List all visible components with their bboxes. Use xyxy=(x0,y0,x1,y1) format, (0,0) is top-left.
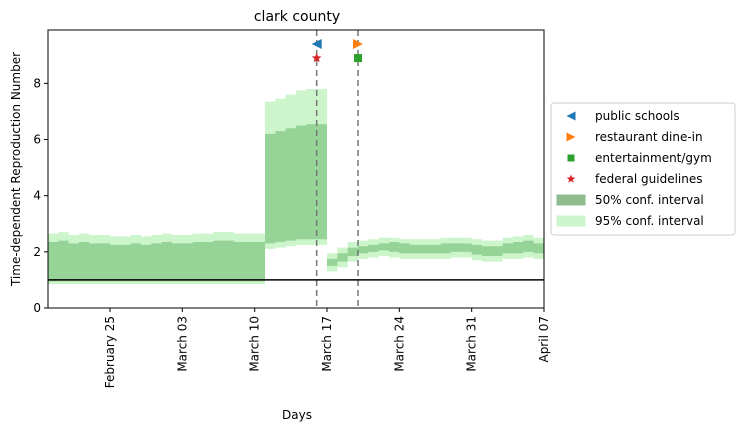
y-tick-label-4: 4 xyxy=(33,189,41,203)
y-axis-label: Time-dependent Reproduction Number xyxy=(9,52,23,287)
chart-title: clark county xyxy=(254,9,340,25)
marker-federal-guidelines xyxy=(311,53,322,63)
legend-swatch-50-conf-interval xyxy=(556,194,586,206)
x-tick-label-3: March 10 xyxy=(248,316,262,372)
legend-label-public-schools: public schools xyxy=(595,109,680,123)
x-tick-label-1: February 25 xyxy=(103,316,117,388)
legend-label-federal-guidelines: federal guidelines xyxy=(595,172,703,186)
intervention-markers xyxy=(311,39,363,63)
x-tick-label-5: March 24 xyxy=(392,316,406,372)
x-tick-label-6: March 31 xyxy=(465,316,479,372)
legend-label-95-conf-interval: 95% conf. interval xyxy=(595,214,704,228)
legend-label-entertainment-gym: entertainment/gym xyxy=(595,151,712,165)
x-axis: February 25 March 03 March 10 March 17 March… xyxy=(103,308,551,388)
legend-label-restaurant-dine-in: restaurant dine-in xyxy=(595,130,703,144)
y-tick-label-6: 6 xyxy=(33,133,41,147)
x-tick-label-2: March 03 xyxy=(175,316,189,372)
intervention-lines xyxy=(315,30,359,308)
x-tick-label-7: April 07 xyxy=(537,316,551,363)
marker-restaurant-dine-in xyxy=(353,39,363,50)
marker-entertainment-gym xyxy=(354,54,362,63)
x-tick-label-4: March 17 xyxy=(320,316,334,372)
x-axis-label: Days xyxy=(282,408,312,422)
ci50-band xyxy=(48,124,544,282)
legend-marker-federal-guidelines xyxy=(566,174,576,183)
legend-marker-restaurant-dine-in xyxy=(566,132,576,142)
confidence-bands xyxy=(48,88,544,285)
legend-marker-entertainment-gym xyxy=(567,154,575,162)
legend-marker-public-schools xyxy=(566,111,576,121)
legend: public schools restaurant dine-in entertai… xyxy=(550,102,736,236)
legend-box xyxy=(550,102,736,236)
legend-swatch-95-conf-interval xyxy=(556,215,586,227)
y-axis: 0 2 4 6 8 xyxy=(33,76,48,315)
plot-frame xyxy=(47,29,545,309)
legend-label-50-conf-interval: 50% conf. interval xyxy=(595,193,704,207)
y-tick-label-8: 8 xyxy=(33,76,41,90)
marker-public-schools xyxy=(311,39,322,50)
y-tick-label-2: 2 xyxy=(33,245,41,259)
y-tick-label-0: 0 xyxy=(33,301,41,315)
